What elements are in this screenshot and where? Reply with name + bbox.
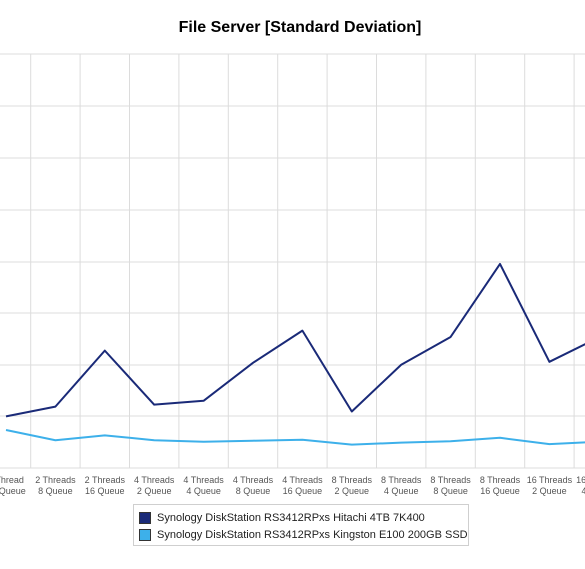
legend: Synology DiskStation RS3412RPxs Hitachi … bbox=[133, 504, 469, 546]
x-tick-label: 2 Threads 16 Queue bbox=[85, 475, 126, 496]
x-tick-label: 4 Threads 2 Queue bbox=[134, 475, 175, 496]
x-tick-label: 8 Threads 2 Queue bbox=[332, 475, 373, 496]
x-tick-label: 8 Threads 4 Queue bbox=[381, 475, 422, 496]
series-lines bbox=[5, 262, 585, 446]
series-line-0 bbox=[5, 262, 585, 418]
x-tick-label: 1 Thread16 Queue bbox=[0, 475, 26, 496]
legend-swatch bbox=[139, 528, 151, 541]
series-line-1 bbox=[5, 429, 585, 446]
legend-label: Synology DiskStation RS3412RPxs Kingston… bbox=[157, 528, 468, 541]
x-tick-label: 4 Threads 8 Queue bbox=[233, 475, 274, 496]
chart-title: File Server [Standard Deviation] bbox=[178, 19, 422, 36]
x-tick-label: 16 Threads 2 Queue bbox=[527, 475, 573, 496]
grid-lines bbox=[0, 53, 585, 469]
x-tick-label: 8 Threads 8 Queue bbox=[430, 475, 471, 496]
legend-item-kingston: Synology DiskStation RS3412RPxs Kingston… bbox=[139, 526, 468, 543]
legend-swatch bbox=[139, 511, 151, 524]
legend-label: Synology DiskStation RS3412RPxs Hitachi … bbox=[157, 511, 425, 524]
legend-item-hitachi: Synology DiskStation RS3412RPxs Hitachi … bbox=[139, 509, 468, 526]
x-tick-label: 8 Threads 16 Queue bbox=[480, 475, 521, 496]
x-tick-label: 4 Threads 16 Queue bbox=[282, 475, 323, 496]
x-tick-label: 4 Threads 4 Queue bbox=[183, 475, 224, 496]
x-tick-label: 2 Threads 8 Queue bbox=[35, 475, 76, 496]
